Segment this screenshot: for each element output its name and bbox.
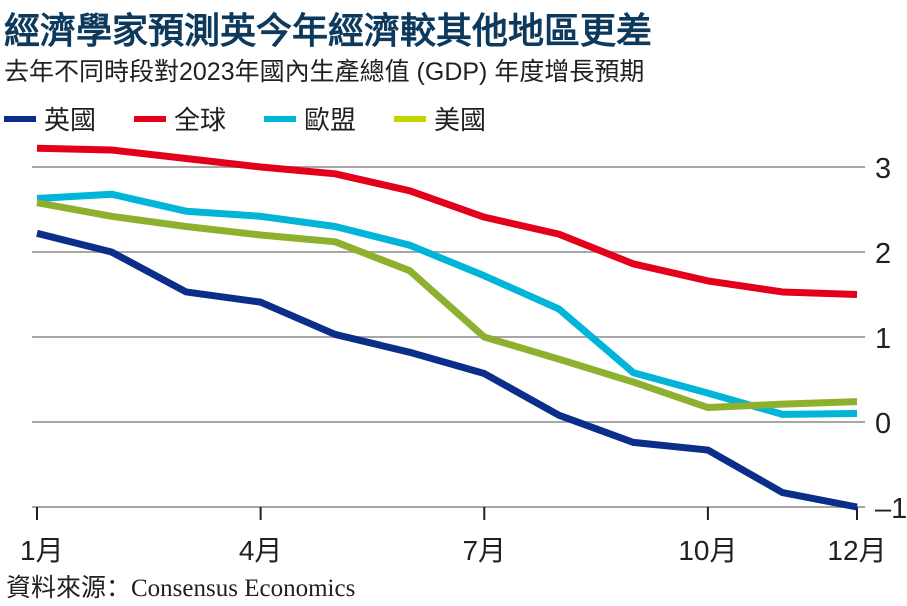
- legend-label-eu: 歐盟: [304, 106, 357, 136]
- legend: 英國 全球 歐盟 美國: [4, 100, 524, 137]
- x-tick-label: 1月: [20, 535, 64, 566]
- x-tick-label: 7月: [462, 535, 506, 566]
- y-tick-label: –1: [875, 493, 907, 525]
- series-line-美國: [36, 199, 858, 412]
- series-line-歐盟: [36, 190, 858, 418]
- legend-swatch-eu: [264, 115, 297, 122]
- source-note: 資料來源：Consensus Economics: [6, 575, 356, 602]
- series-line-英國: [36, 229, 858, 511]
- gridlines: [32, 166, 865, 508]
- legend-swatch-us: [394, 115, 427, 122]
- x-axis: 1月 4月 7月 10月 12月: [20, 507, 887, 566]
- y-tick-label: 0: [875, 408, 891, 440]
- chart-subtitle: 去年不同時段對2023年國內生產總值 (GDP) 年度增長預期: [4, 58, 645, 86]
- legend-item-eu: 歐盟: [264, 100, 356, 137]
- series-lines: [36, 144, 858, 511]
- chart-title: 經濟學家預測英今年經濟較其他地區更差: [4, 11, 653, 52]
- legend-label-global: 全球: [174, 106, 227, 136]
- legend-item-global: 全球: [134, 100, 226, 137]
- series-line-全球: [36, 144, 858, 298]
- y-tick-label: 1: [875, 323, 891, 355]
- y-tick-label: 3: [875, 153, 891, 185]
- x-tick-label: 10月: [678, 535, 737, 566]
- legend-swatch-uk: [4, 115, 36, 122]
- y-axis: 3 2 1 0 –1: [875, 153, 907, 525]
- y-tick-label: 2: [875, 238, 891, 270]
- legend-label-us: 美國: [434, 106, 487, 136]
- legend-swatch-global: [134, 115, 167, 122]
- legend-item-uk: 英國: [4, 100, 96, 137]
- legend-label-uk: 英國: [44, 106, 97, 136]
- legend-item-us: 美國: [394, 100, 486, 137]
- x-tick-label: 12月: [827, 535, 886, 566]
- x-tick-label: 4月: [239, 535, 283, 566]
